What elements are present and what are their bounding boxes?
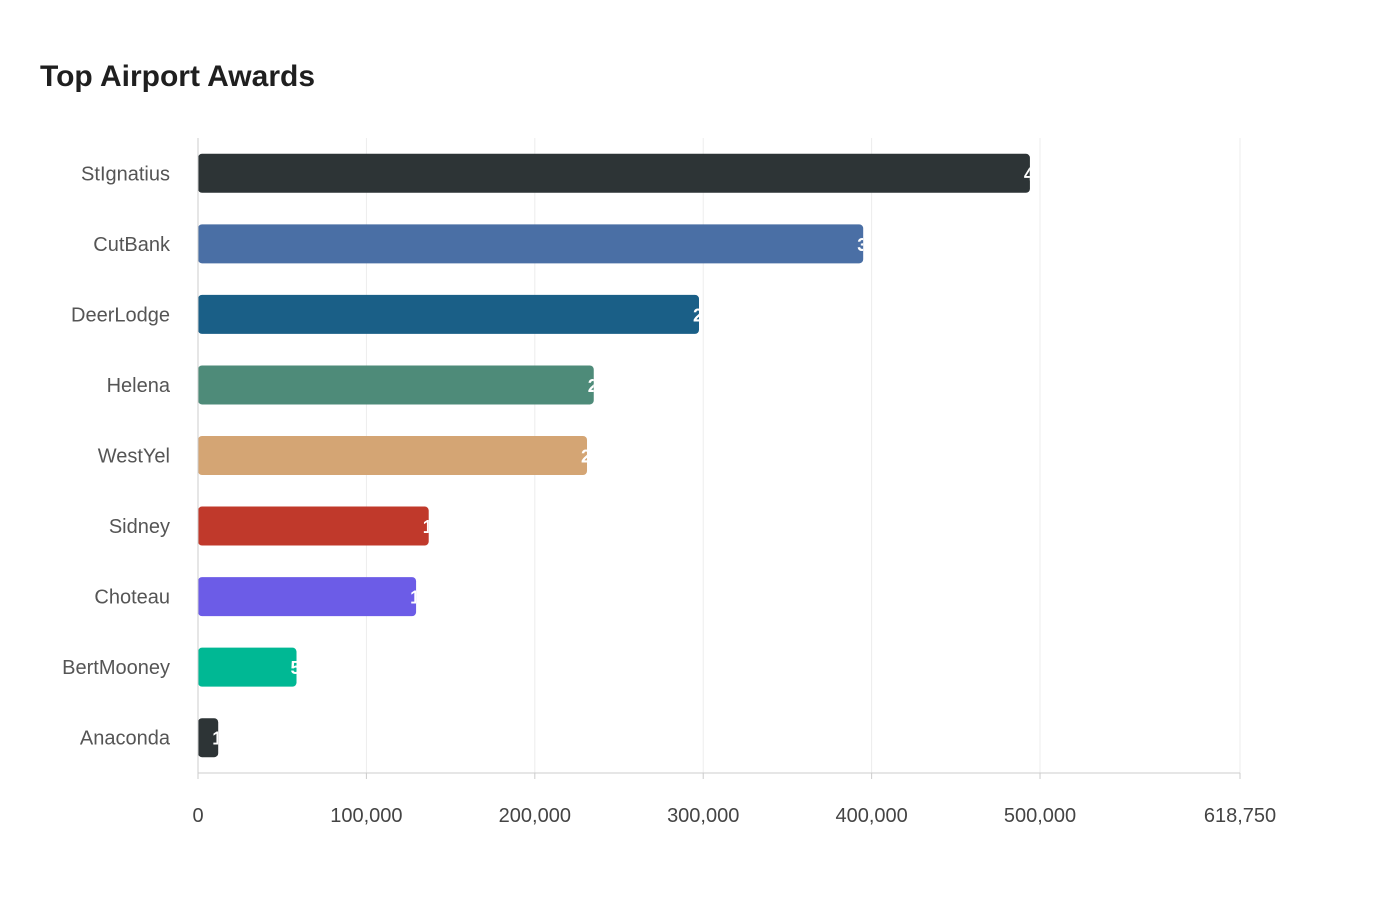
- bar-stignatius: [198, 153, 1030, 193]
- category-label: Sidney: [109, 516, 170, 538]
- value-label: 5: [291, 658, 301, 678]
- value-label: 2: [588, 376, 598, 396]
- labels: 0 100,000 200,000 300,000 400,000 500,000 618,…: [62, 163, 1276, 827]
- bar-deerlodge: [198, 294, 700, 334]
- category-label: Anaconda: [80, 728, 171, 750]
- value-label: 2: [693, 305, 703, 325]
- category-label: Choteau: [94, 587, 170, 609]
- bar-cutbank: [198, 224, 864, 264]
- category-label: BertMooney: [62, 657, 170, 679]
- value-label: 1: [423, 517, 433, 537]
- bar-sidney: [198, 506, 429, 546]
- category-label: Helena: [107, 375, 171, 397]
- bar-anaconda: [198, 718, 219, 758]
- value-label: 1: [212, 729, 222, 749]
- bar-helena: [198, 365, 594, 405]
- category-label: CutBank: [93, 234, 171, 256]
- bar-westyel: [198, 436, 588, 475]
- x-tick-label: 500,000: [1004, 805, 1076, 827]
- category-label: StIgnatius: [81, 163, 170, 185]
- category-label: DeerLodge: [71, 304, 170, 326]
- value-label: 4: [1024, 164, 1034, 184]
- value-label: 2: [581, 447, 591, 467]
- category-label: WestYel: [98, 446, 170, 468]
- axes: [197, 138, 1241, 779]
- x-tick-label: 100,000: [330, 805, 402, 827]
- x-tick-label: 0: [192, 805, 203, 827]
- bars: [198, 153, 1030, 758]
- value-label: 3: [857, 235, 867, 255]
- bar-bertmooney: [198, 647, 297, 687]
- bar-choteau: [198, 577, 417, 617]
- chart-title: Top Airport Awards: [40, 60, 316, 93]
- x-tick-label: 300,000: [667, 805, 739, 827]
- x-tick-label: 200,000: [499, 805, 571, 827]
- value-label: 1: [410, 588, 420, 608]
- x-tick-label: 400,000: [835, 805, 907, 827]
- x-tick-label: 618,750: [1204, 805, 1276, 827]
